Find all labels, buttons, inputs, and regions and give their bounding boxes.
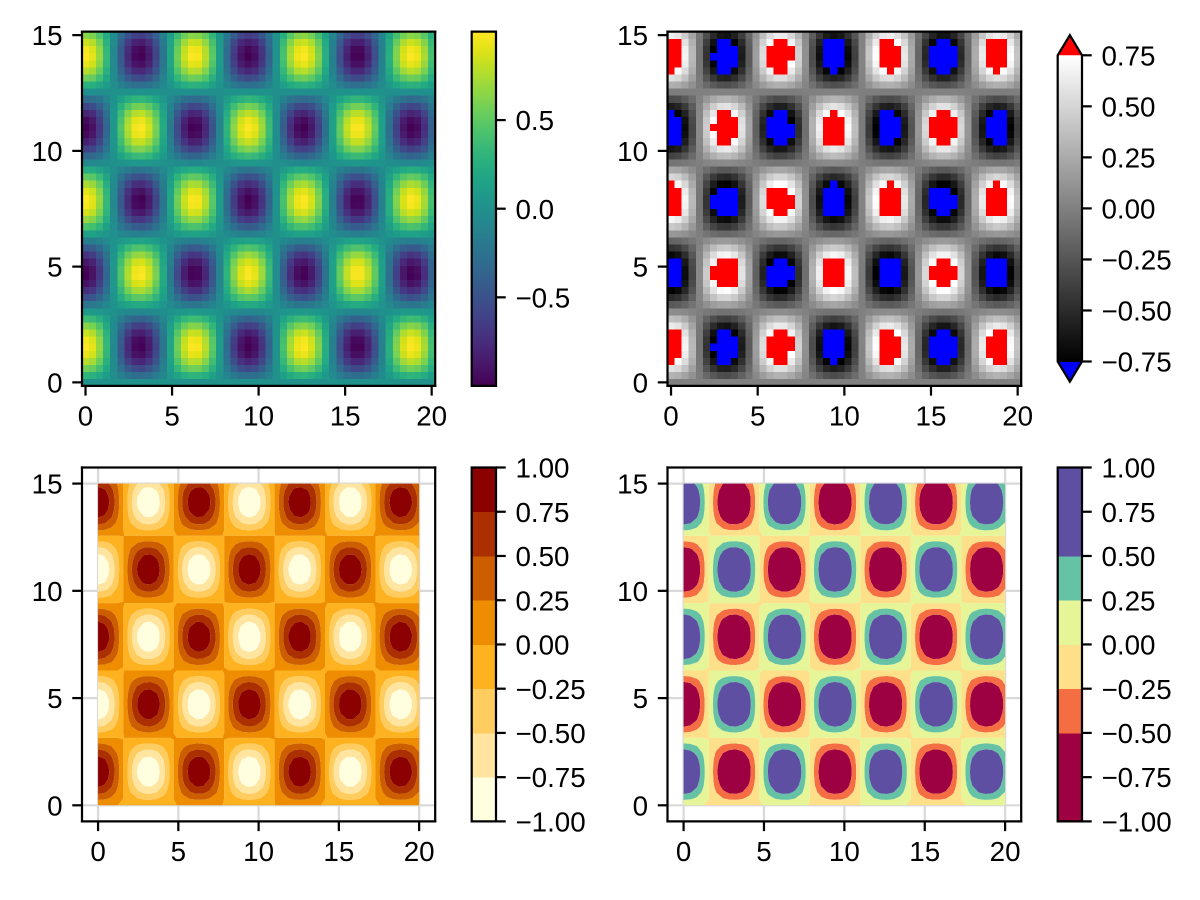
svg-text:15: 15 bbox=[617, 469, 648, 500]
svg-text:5: 5 bbox=[633, 683, 648, 714]
svg-text:0.0: 0.0 bbox=[515, 194, 554, 225]
svg-text:10: 10 bbox=[243, 836, 274, 867]
svg-text:10: 10 bbox=[617, 576, 648, 607]
svg-text:5: 5 bbox=[750, 400, 765, 431]
svg-text:15: 15 bbox=[617, 20, 648, 51]
svg-text:0: 0 bbox=[633, 367, 648, 398]
svg-text:0.50: 0.50 bbox=[1101, 91, 1155, 122]
svg-text:10: 10 bbox=[829, 400, 860, 431]
svg-text:5: 5 bbox=[633, 252, 648, 283]
svg-text:0.25: 0.25 bbox=[1101, 142, 1155, 173]
svg-text:−0.50: −0.50 bbox=[515, 718, 585, 749]
svg-text:−0.25: −0.25 bbox=[515, 674, 585, 705]
svg-text:−0.75: −0.75 bbox=[1101, 347, 1171, 378]
svg-text:10: 10 bbox=[243, 400, 274, 431]
svg-text:0: 0 bbox=[47, 367, 62, 398]
svg-text:0.75: 0.75 bbox=[1101, 40, 1155, 71]
svg-text:20: 20 bbox=[990, 836, 1021, 867]
svg-text:0.00: 0.00 bbox=[515, 630, 569, 661]
svg-text:0: 0 bbox=[676, 836, 691, 867]
svg-text:0: 0 bbox=[47, 790, 62, 821]
svg-text:−1.00: −1.00 bbox=[515, 806, 585, 837]
svg-text:0: 0 bbox=[663, 400, 678, 431]
svg-text:15: 15 bbox=[32, 20, 63, 51]
svg-text:15: 15 bbox=[32, 469, 63, 500]
svg-text:0.75: 0.75 bbox=[515, 497, 569, 528]
svg-text:0.50: 0.50 bbox=[1101, 541, 1155, 572]
svg-text:−1.00: −1.00 bbox=[1101, 806, 1171, 837]
svg-text:0: 0 bbox=[633, 790, 648, 821]
svg-text:10: 10 bbox=[617, 136, 648, 167]
svg-text:0.50: 0.50 bbox=[515, 541, 569, 572]
svg-text:−0.75: −0.75 bbox=[1101, 762, 1171, 793]
svg-text:0.75: 0.75 bbox=[1101, 497, 1155, 528]
svg-text:15: 15 bbox=[916, 400, 947, 431]
svg-text:5: 5 bbox=[756, 836, 771, 867]
svg-text:0: 0 bbox=[90, 836, 105, 867]
svg-text:0.5: 0.5 bbox=[515, 105, 554, 136]
svg-text:1.00: 1.00 bbox=[1101, 453, 1155, 484]
svg-text:0.25: 0.25 bbox=[1101, 585, 1155, 616]
svg-text:1.00: 1.00 bbox=[515, 453, 569, 484]
svg-text:0: 0 bbox=[78, 400, 93, 431]
svg-text:−0.5: −0.5 bbox=[515, 282, 570, 313]
svg-text:−0.75: −0.75 bbox=[515, 762, 585, 793]
svg-text:0.00: 0.00 bbox=[1101, 630, 1155, 661]
svg-text:10: 10 bbox=[32, 576, 63, 607]
svg-text:10: 10 bbox=[32, 136, 63, 167]
svg-text:−0.25: −0.25 bbox=[1101, 244, 1171, 275]
svg-text:10: 10 bbox=[829, 836, 860, 867]
svg-text:−0.25: −0.25 bbox=[1101, 674, 1171, 705]
svg-text:5: 5 bbox=[164, 400, 179, 431]
svg-text:−0.50: −0.50 bbox=[1101, 296, 1171, 327]
svg-text:20: 20 bbox=[1002, 400, 1033, 431]
svg-text:5: 5 bbox=[171, 836, 186, 867]
svg-text:20: 20 bbox=[416, 400, 447, 431]
svg-text:15: 15 bbox=[330, 400, 361, 431]
svg-text:5: 5 bbox=[47, 252, 62, 283]
svg-text:−0.50: −0.50 bbox=[1101, 718, 1171, 749]
svg-text:0.00: 0.00 bbox=[1101, 193, 1155, 224]
svg-text:5: 5 bbox=[47, 683, 62, 714]
svg-text:15: 15 bbox=[323, 836, 354, 867]
svg-text:20: 20 bbox=[404, 836, 435, 867]
svg-text:0.25: 0.25 bbox=[515, 585, 569, 616]
svg-text:15: 15 bbox=[909, 836, 940, 867]
